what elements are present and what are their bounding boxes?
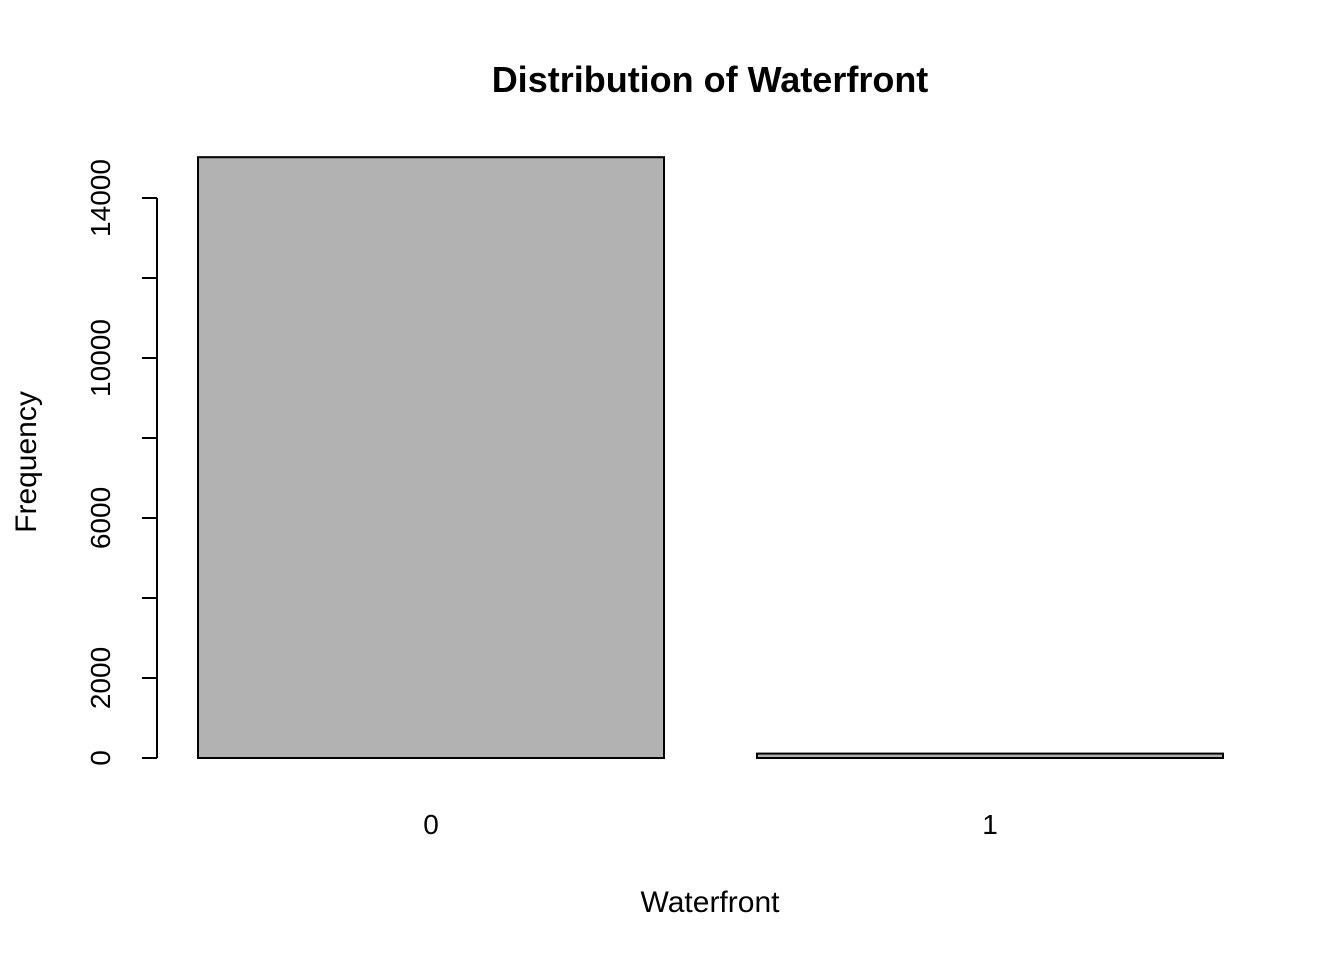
y-tick-label-6000: 6000: [85, 487, 116, 549]
y-tick-label-0: 0: [85, 750, 116, 766]
bar-0: [197, 156, 665, 759]
y-axis: 0 2000 6000 10000 14000: [85, 159, 158, 766]
x-tick-label-0: 0: [423, 809, 439, 840]
y-tick-label-14000: 14000: [85, 159, 116, 237]
y-axis-label: Frequency: [10, 391, 43, 533]
y-tick-label-2000: 2000: [85, 647, 116, 709]
chart-title: Distribution of Waterfront: [492, 59, 929, 100]
x-tick-label-1: 1: [982, 809, 998, 840]
x-axis-label: Waterfront: [641, 886, 781, 919]
y-tick-label-10000: 10000: [85, 319, 116, 397]
bar-1: [756, 752, 1224, 759]
bars-group: [197, 156, 1224, 759]
